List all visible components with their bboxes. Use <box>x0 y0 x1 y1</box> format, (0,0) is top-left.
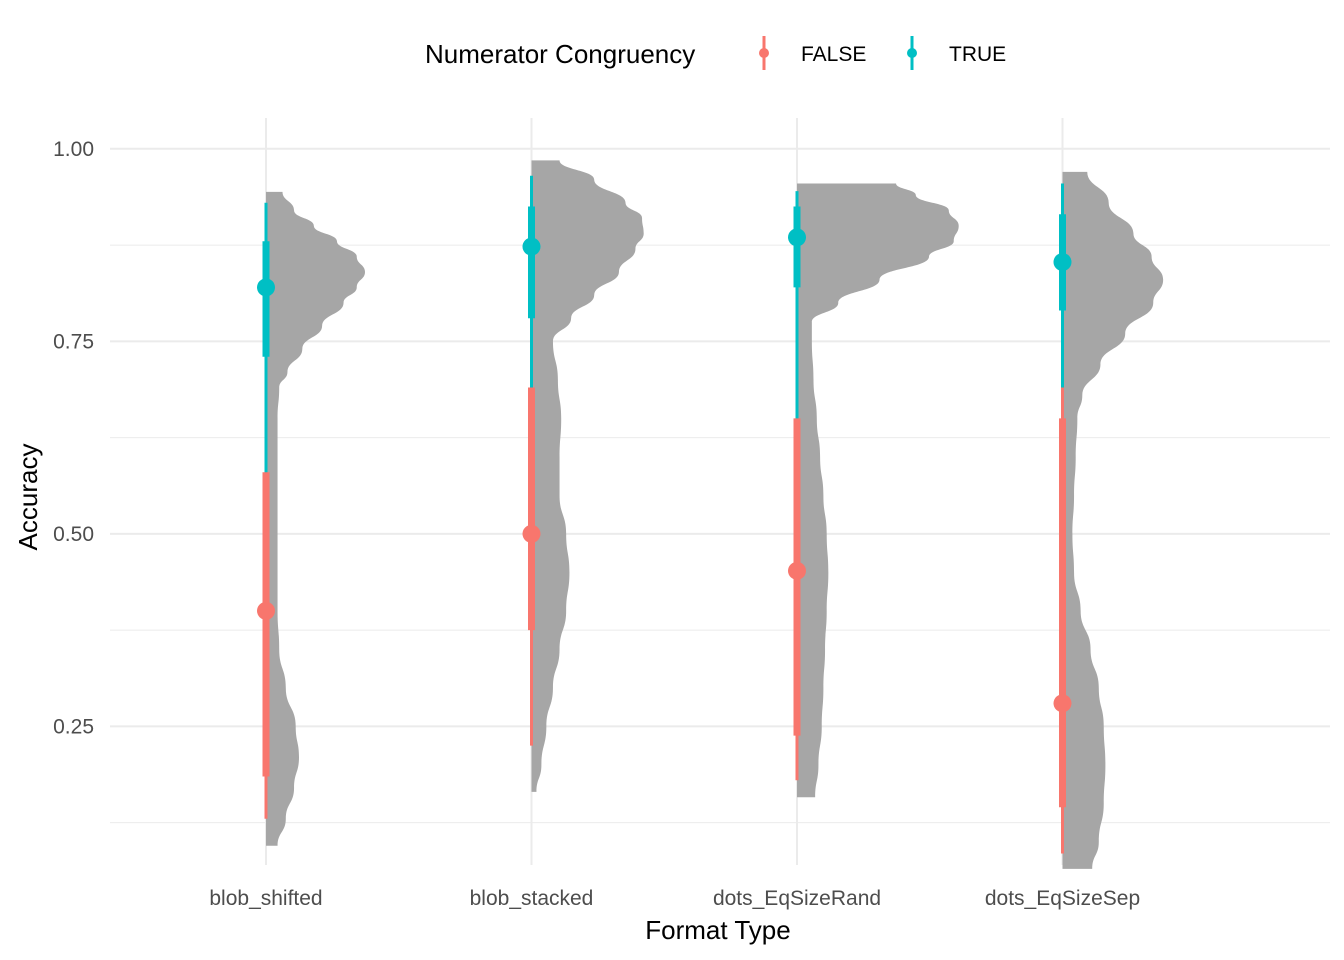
y-tick-label: 0.25 <box>53 715 94 738</box>
y-tick-label: 0.50 <box>53 523 94 546</box>
y-axis-ticks: 0.25 0.50 0.75 1.00 <box>53 138 94 739</box>
y-tick-label: 0.75 <box>53 330 94 353</box>
x-tick-label: blob_shifted <box>209 887 322 910</box>
y-tick-label: 1.00 <box>53 138 94 161</box>
legend: Numerator Congruency FALSE TRUE <box>425 36 1006 70</box>
legend-key-point <box>759 48 769 58</box>
x-tick-label: dots_EqSizeSep <box>985 887 1140 910</box>
y-axis-title: Accuracy <box>13 444 43 551</box>
intervals <box>257 175 1072 854</box>
x-tick-label: dots_EqSizeRand <box>713 887 881 910</box>
x-tick-label: blob_stacked <box>470 887 594 910</box>
legend-key-point <box>907 48 917 58</box>
point-true <box>257 278 275 297</box>
violin-dots_EqSizeRand <box>797 183 959 798</box>
legend-label: FALSE <box>801 43 866 66</box>
x-axis-title: Format Type <box>645 915 790 945</box>
point-false <box>522 524 541 543</box>
point-false <box>788 561 806 580</box>
violin-blob_shifted <box>266 191 365 846</box>
point-false <box>1053 694 1072 713</box>
violins <box>266 160 1164 869</box>
point-true <box>788 228 806 247</box>
legend-items: FALSE TRUE <box>759 36 1006 70</box>
point-false <box>257 601 275 620</box>
legend-title: Numerator Congruency <box>425 39 695 69</box>
violin-blob_stacked <box>531 160 644 792</box>
legend-item-true: TRUE <box>907 36 1006 70</box>
violin-dots_EqSizeSep <box>1062 171 1164 869</box>
legend-item-false: FALSE <box>759 36 866 70</box>
legend-label: TRUE <box>949 43 1006 66</box>
point-true <box>1053 253 1072 272</box>
x-axis-ticks: blob_shifted blob_stacked dots_EqSizeRand d… <box>209 887 1140 910</box>
point-true <box>522 237 541 256</box>
